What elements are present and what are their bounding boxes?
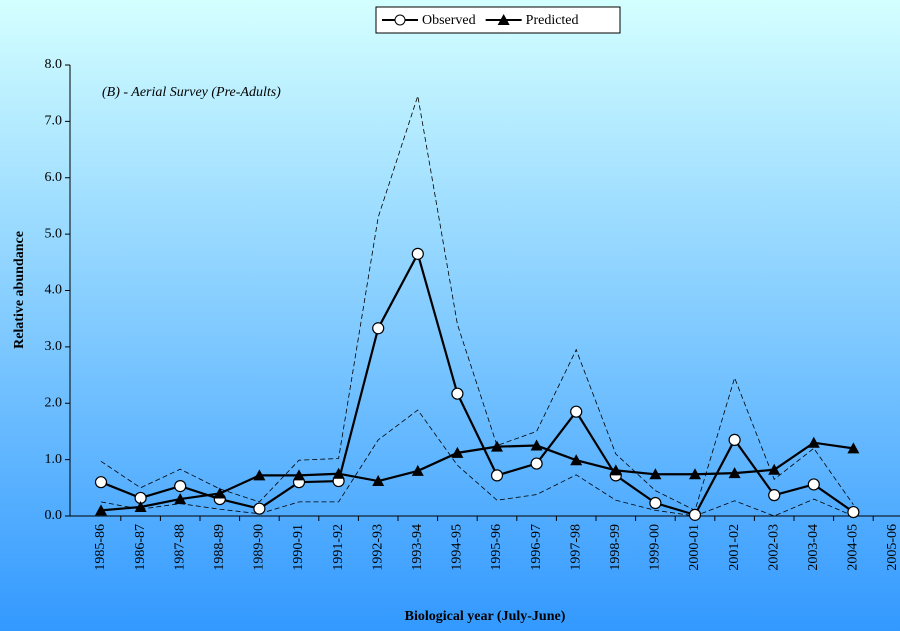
point-marker: [530, 457, 543, 470]
point-marker: [807, 478, 820, 491]
x-tick-label: 2003-04: [806, 524, 821, 571]
point-marker: [134, 500, 147, 512]
point-marker: [688, 508, 702, 521]
legend: Observed Predicted: [375, 6, 621, 34]
point-marker: [768, 489, 781, 502]
point-marker: [253, 469, 266, 481]
point-marker: [174, 480, 187, 493]
x-tick-label: 1994-95: [450, 524, 465, 571]
x-axis-label: Biological year (July-June): [405, 609, 566, 624]
series-line: [100, 250, 855, 517]
x-tick-label: 1993-94: [410, 524, 425, 571]
point-marker: [649, 496, 662, 510]
point-marker: [451, 446, 464, 458]
x-tick-label: 1996-97: [529, 524, 544, 571]
x-tick-label: 2004-05: [846, 524, 861, 571]
y-tick-label: 1.0: [45, 452, 63, 467]
point-marker: [94, 476, 108, 489]
y-tick-label: 7.0: [45, 114, 63, 129]
x-tick-label: 1998-99: [608, 524, 623, 571]
y-tick-label: 0.0: [45, 508, 63, 523]
x-tick-label: 2005-06: [885, 524, 900, 571]
x-tick-label: 1990-91: [291, 524, 306, 571]
point-marker: [491, 440, 503, 452]
x-tick-label: 1992-93: [370, 524, 385, 571]
point-marker: [293, 469, 305, 481]
point-marker: [411, 247, 424, 260]
point-marker: [689, 468, 701, 480]
annotation: (B) - Aerial Survey (Pre-Adults): [102, 85, 281, 100]
y-tick-label: 6.0: [45, 170, 63, 185]
y-tick-label: 2.0: [45, 395, 63, 410]
point-marker: [451, 387, 464, 400]
x-tick-label: 1986-87: [133, 524, 148, 571]
point-marker: [609, 464, 622, 476]
x-tick-label: 1985-86: [93, 524, 108, 571]
point-marker: [570, 405, 583, 418]
legend-marker: [394, 14, 406, 26]
y-tick-label: 3.0: [45, 339, 63, 354]
x-tick-label: 1988-89: [212, 524, 227, 571]
x-tick-label: 1989-90: [252, 524, 267, 571]
point-marker: [95, 504, 107, 516]
point-marker: [847, 505, 860, 519]
x-tick-label: 1995-96: [489, 524, 504, 571]
x-tick-label: 1999-00: [648, 524, 663, 571]
x-tick-label: 1991-92: [331, 524, 346, 571]
x-tick-label: 1997-98: [568, 524, 583, 571]
x-tick-label: 2000-01: [687, 524, 702, 571]
y-tick-label: 4.0: [45, 283, 63, 298]
point-marker: [728, 433, 741, 446]
legend-label: Observed: [422, 13, 476, 28]
y-tick-label: 5.0: [45, 226, 63, 241]
legend-marker: [497, 14, 510, 25]
x-tick-label: 2002-03: [766, 524, 781, 571]
point-marker: [807, 436, 820, 448]
point-marker: [372, 475, 385, 487]
point-marker: [253, 502, 266, 515]
legend-label: Predicted: [526, 13, 579, 28]
x-tick-label: 2001-02: [727, 524, 742, 571]
series-line: [100, 409, 854, 517]
point-marker: [332, 467, 345, 479]
point-marker: [174, 493, 187, 505]
point-marker: [490, 469, 504, 482]
point-marker: [728, 467, 741, 479]
point-marker: [847, 442, 860, 454]
series-line: [100, 441, 854, 512]
x-tick-label: 1987-88: [172, 524, 187, 571]
point-marker: [570, 454, 583, 466]
point-marker: [213, 487, 226, 499]
point-marker: [649, 468, 662, 480]
y-axis-label: Relative abundance: [12, 231, 27, 349]
y-tick-label: 8.0: [45, 57, 63, 72]
point-marker: [372, 322, 385, 335]
point-marker: [768, 463, 781, 475]
point-marker: [411, 464, 424, 476]
point-marker: [530, 439, 543, 451]
